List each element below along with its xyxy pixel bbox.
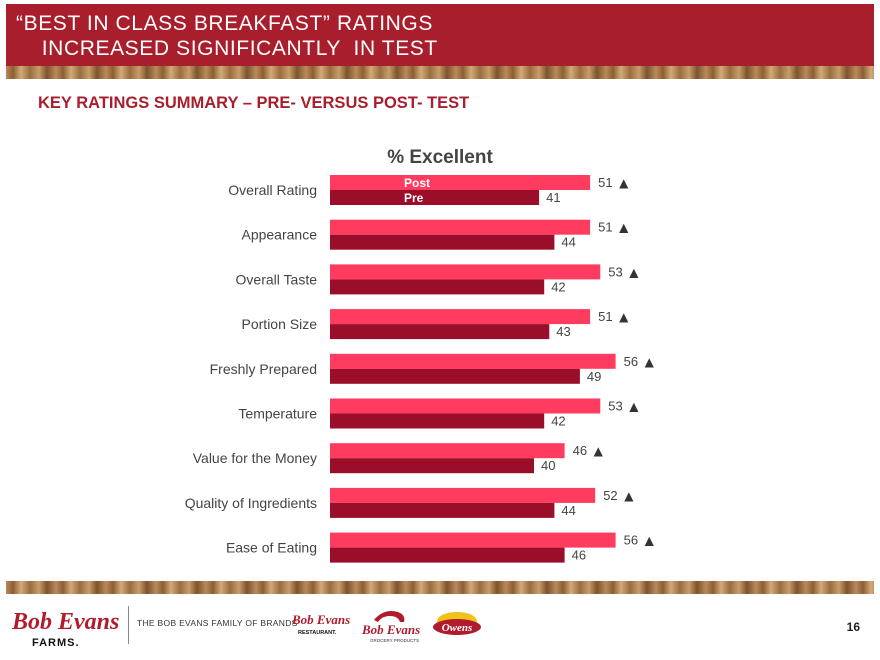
footer: Bob Evans FARMS. THE BOB EVANS FAMILY OF…: [0, 596, 880, 660]
family-of-brands-text: THE BOB EVANS FAMILY OF BRANDS: [137, 618, 298, 628]
category-label: Temperature: [238, 406, 317, 422]
category-label: Appearance: [241, 227, 317, 243]
bar-pre: [330, 547, 565, 563]
restaurant-sub-text: RESTAURANT.: [298, 630, 337, 636]
category-label: Freshly Prepared: [210, 361, 317, 377]
data-label-post: 51: [598, 309, 612, 324]
brand-sub-text: FARMS.: [32, 637, 80, 649]
logo-divider: [128, 606, 129, 644]
category-label: Overall Rating: [228, 182, 317, 198]
restaurant-brand-text: Bob Evans: [291, 612, 350, 627]
data-label-post: 52: [603, 488, 617, 503]
data-label-post: 53: [608, 399, 622, 414]
bar-pre: [330, 279, 545, 295]
wood-divider-top: [6, 66, 874, 79]
data-label-pre: 49: [587, 369, 601, 384]
bar-post: [330, 443, 565, 459]
data-label-pre: 43: [556, 324, 570, 339]
owens-badge-icon: [433, 619, 481, 635]
bar-pre: [330, 458, 534, 474]
category-label: Portion Size: [242, 316, 318, 332]
significance-marker: ▲: [645, 355, 655, 369]
data-label-post: 46: [573, 443, 587, 458]
bar-post: [330, 353, 616, 369]
data-label-pre: 44: [561, 503, 575, 518]
bar-post: [330, 398, 601, 414]
significance-marker: ▲: [619, 221, 629, 235]
bar-post: [330, 309, 591, 325]
data-label-pre: 42: [551, 414, 565, 429]
barn-icon: [374, 611, 405, 622]
legend-post: Post: [404, 176, 430, 190]
significance-marker: ▲: [624, 489, 634, 503]
wood-divider-bottom: [6, 581, 874, 594]
brand-main-text: Bob Evans: [11, 609, 119, 635]
section-subtitle: KEY RATINGS SUMMARY – PRE- VERSUS POST- …: [38, 94, 470, 112]
bob-evans-grocery-logo: Bob Evans GROCERY PRODUCTS: [361, 611, 420, 643]
category-label: Overall Taste: [236, 271, 318, 287]
owens-brand-text: Owens: [442, 622, 473, 634]
bar-post: [330, 532, 616, 548]
bar-post: [330, 219, 591, 235]
bar-pre: [330, 413, 545, 429]
bob-evans-farms-logo: Bob Evans FARMS.: [11, 609, 119, 649]
significance-marker: ▲: [619, 176, 629, 190]
bar-pre: [330, 234, 555, 250]
significance-marker: ▲: [629, 400, 639, 414]
page-number: 16: [846, 620, 860, 634]
data-label-post: 51: [598, 175, 612, 190]
data-label-post: 56: [624, 354, 638, 369]
owens-logo: Owens: [433, 612, 481, 635]
bar-pre: [330, 324, 550, 340]
data-label-post: 56: [624, 533, 638, 548]
bar-pre: [330, 190, 540, 205]
slide-title: “BEST IN CLASS BREAKFAST” RATINGS INCREA…: [16, 12, 438, 60]
data-label-pre: 42: [551, 279, 565, 294]
category-label: Quality of Ingredients: [185, 495, 317, 511]
bar-post: [330, 264, 601, 280]
data-label-pre: 44: [561, 235, 575, 250]
header-banner: “BEST IN CLASS BREAKFAST” RATINGS INCREA…: [6, 4, 874, 66]
significance-marker: ▲: [619, 310, 629, 324]
data-label-post: 51: [598, 220, 612, 235]
bar-pre: [330, 502, 555, 518]
grocery-brand-text: Bob Evans: [361, 622, 420, 637]
category-label: Ease of Eating: [226, 540, 317, 556]
significance-marker: ▲: [629, 265, 639, 279]
bob-evans-restaurant-logo: Bob Evans RESTAURANT.: [291, 612, 350, 636]
data-label-pre: 41: [546, 190, 560, 205]
data-label-post: 53: [608, 264, 622, 279]
grocery-sub-text: GROCERY PRODUCTS: [370, 638, 419, 643]
chart-title: % Excellent: [387, 147, 493, 168]
significance-marker: ▲: [645, 534, 655, 548]
data-label-pre: 40: [541, 458, 555, 473]
significance-marker: ▲: [594, 444, 604, 458]
bar-post: [330, 175, 591, 190]
bar-pre: [330, 368, 580, 384]
data-label-pre: 46: [572, 548, 586, 563]
bar-post: [330, 487, 596, 503]
category-label: Value for the Money: [193, 450, 317, 466]
legend-pre: Pre: [404, 191, 424, 205]
